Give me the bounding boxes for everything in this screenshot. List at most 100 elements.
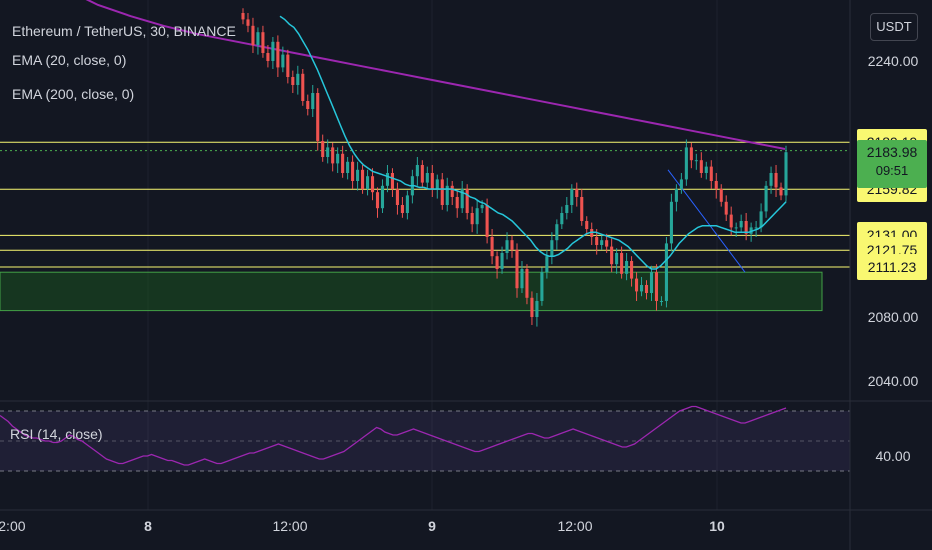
- candle-body: [365, 176, 370, 189]
- candle: [430, 165, 434, 197]
- candle-body: [714, 181, 718, 189]
- candle: [649, 265, 654, 301]
- candle: [694, 153, 698, 170]
- candle: [779, 182, 783, 201]
- candle: [719, 184, 723, 207]
- candle: [555, 219, 559, 250]
- candle: [475, 200, 479, 234]
- candle-body: [455, 197, 459, 209]
- candle-body: [570, 189, 574, 205]
- candle: [346, 157, 350, 180]
- candle-body: [485, 205, 489, 237]
- candle: [689, 142, 693, 169]
- candle: [301, 69, 305, 106]
- candle: [669, 193, 673, 252]
- candle-body: [341, 153, 345, 173]
- candle: [515, 243, 519, 298]
- candle: [356, 161, 360, 191]
- candle-body: [585, 221, 589, 229]
- candle-body: [644, 285, 649, 293]
- candle: [565, 197, 569, 220]
- candle: [764, 181, 768, 218]
- candle: [331, 142, 335, 172]
- candle: [505, 232, 509, 260]
- candle: [415, 157, 419, 186]
- candle-body: [271, 41, 275, 61]
- candle: [490, 229, 494, 265]
- candle-body: [495, 256, 499, 269]
- candles-layer: [241, 8, 788, 327]
- price-tick-label: 2080.00: [868, 309, 919, 325]
- candle: [704, 161, 708, 180]
- candle-body: [395, 189, 399, 205]
- candle-body: [276, 41, 280, 68]
- candle: [296, 65, 300, 95]
- candle-body: [610, 246, 614, 265]
- ema200-line: [85, 0, 786, 150]
- candle: [784, 145, 788, 202]
- ema20-legend[interactable]: EMA (20, close, 0): [12, 52, 127, 68]
- candle: [306, 94, 310, 116]
- candle-body: [555, 224, 559, 241]
- candle: [256, 27, 260, 55]
- candle: [630, 256, 634, 287]
- currency-button[interactable]: USDT: [870, 13, 918, 41]
- grid: [147, 0, 718, 510]
- level-lines-layer: [0, 141, 850, 268]
- candle: [679, 173, 683, 194]
- candle: [510, 235, 514, 258]
- candle-body: [390, 173, 394, 189]
- candle-body: [420, 165, 424, 183]
- candle-body: [316, 93, 320, 141]
- candle-body: [605, 240, 609, 247]
- level-price-label: 2111.23: [857, 254, 927, 281]
- time-tick-label: 9: [428, 518, 436, 534]
- candle: [281, 46, 285, 73]
- candle-body: [510, 240, 514, 250]
- candle: [570, 184, 574, 213]
- candle-body: [400, 205, 404, 213]
- ema20-line: [279, 15, 787, 270]
- candle: [550, 232, 554, 265]
- candle: [470, 206, 474, 233]
- candle-body: [784, 152, 788, 196]
- demand-zone-layer: [0, 271, 823, 312]
- candle-body: [669, 201, 673, 244]
- candle-body: [764, 185, 768, 212]
- candle-body: [346, 161, 350, 173]
- candle-body: [440, 179, 444, 205]
- candle-body: [744, 221, 748, 234]
- candle: [625, 253, 629, 281]
- demand-zone: [0, 271, 823, 312]
- candle: [286, 49, 290, 84]
- candle-body: [301, 73, 305, 101]
- ema200-legend[interactable]: EMA (200, close, 0): [12, 86, 135, 102]
- candle-body: [361, 169, 365, 189]
- rsi-legend[interactable]: RSI (14, close): [10, 426, 103, 442]
- candle-body: [375, 192, 380, 209]
- candle-body: [460, 189, 464, 209]
- candle: [590, 222, 594, 245]
- candle: [734, 222, 738, 237]
- countdown-label: 09:51: [875, 163, 909, 178]
- symbol-title[interactable]: Ethereum / TetherUS, 30, BINANCE: [12, 23, 236, 39]
- candle: [724, 195, 728, 221]
- candle: [271, 37, 275, 69]
- candle: [351, 155, 355, 189]
- candle: [575, 182, 579, 207]
- candle-body: [625, 261, 629, 274]
- candle-body: [759, 211, 763, 228]
- candle-body: [595, 237, 599, 245]
- candle-body: [709, 166, 713, 181]
- candle: [341, 145, 345, 178]
- candle-body: [724, 201, 728, 215]
- candle-body: [540, 272, 544, 301]
- time-tick-label: 12:00: [557, 518, 592, 534]
- candle-body: [500, 253, 504, 269]
- candle: [375, 187, 380, 218]
- candle-body: [734, 227, 738, 229]
- candle: [410, 169, 414, 204]
- trendline-layer: [667, 169, 746, 273]
